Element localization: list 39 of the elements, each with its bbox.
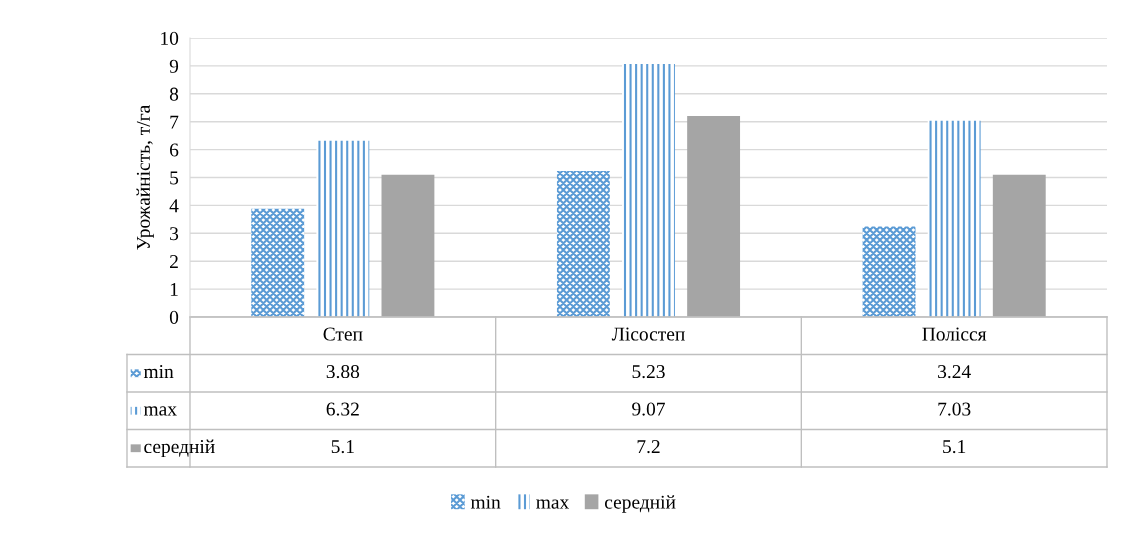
y-tick-label: 6: [170, 143, 179, 157]
y-tick-label: 10: [161, 31, 179, 45]
legend-label: min: [143, 365, 174, 378]
text: середній: [144, 439, 215, 458]
bar: [687, 116, 741, 317]
data-label: 5.23: [632, 365, 665, 379]
data-label: 9.07: [632, 402, 665, 416]
legend-label: середній: [604, 495, 676, 513]
data-label: 6.32: [326, 402, 359, 416]
bar: [556, 171, 610, 317]
x-tick-label: Лісостеп: [611, 327, 685, 341]
bar: [992, 174, 1046, 317]
data-label: 7.03: [938, 402, 971, 416]
y-tick-label: 2: [170, 255, 178, 268]
text: max: [536, 499, 569, 509]
bar: [316, 140, 370, 317]
y-tick-label: 7: [170, 115, 179, 129]
data-label: 5.1: [331, 440, 354, 454]
y-tick-label: 8: [169, 87, 179, 101]
bar: [622, 63, 675, 317]
legend-label: max: [143, 406, 177, 416]
bar: [381, 174, 435, 317]
data-label: 5.1: [943, 440, 966, 454]
text: min: [470, 495, 501, 509]
y-tick-label: 1: [170, 283, 178, 296]
y-tick-label: 5: [170, 171, 179, 185]
y-tick-label: 3: [170, 227, 179, 241]
bar: [927, 120, 981, 317]
x-tick-label: Степ: [323, 327, 363, 341]
bar: [251, 208, 305, 317]
y-tick-label: 4: [169, 199, 179, 213]
y-tick-label: 9: [169, 59, 179, 73]
y-axis-title: Урожайність, т/га: [136, 105, 154, 250]
y-tick-label: 0: [169, 310, 179, 324]
data-label: 3.88: [326, 365, 360, 379]
bar: [862, 226, 916, 317]
data-label: 3.24: [938, 365, 971, 379]
data-label: 7.2: [637, 440, 660, 454]
x-tick-label: Полісся: [922, 327, 987, 341]
